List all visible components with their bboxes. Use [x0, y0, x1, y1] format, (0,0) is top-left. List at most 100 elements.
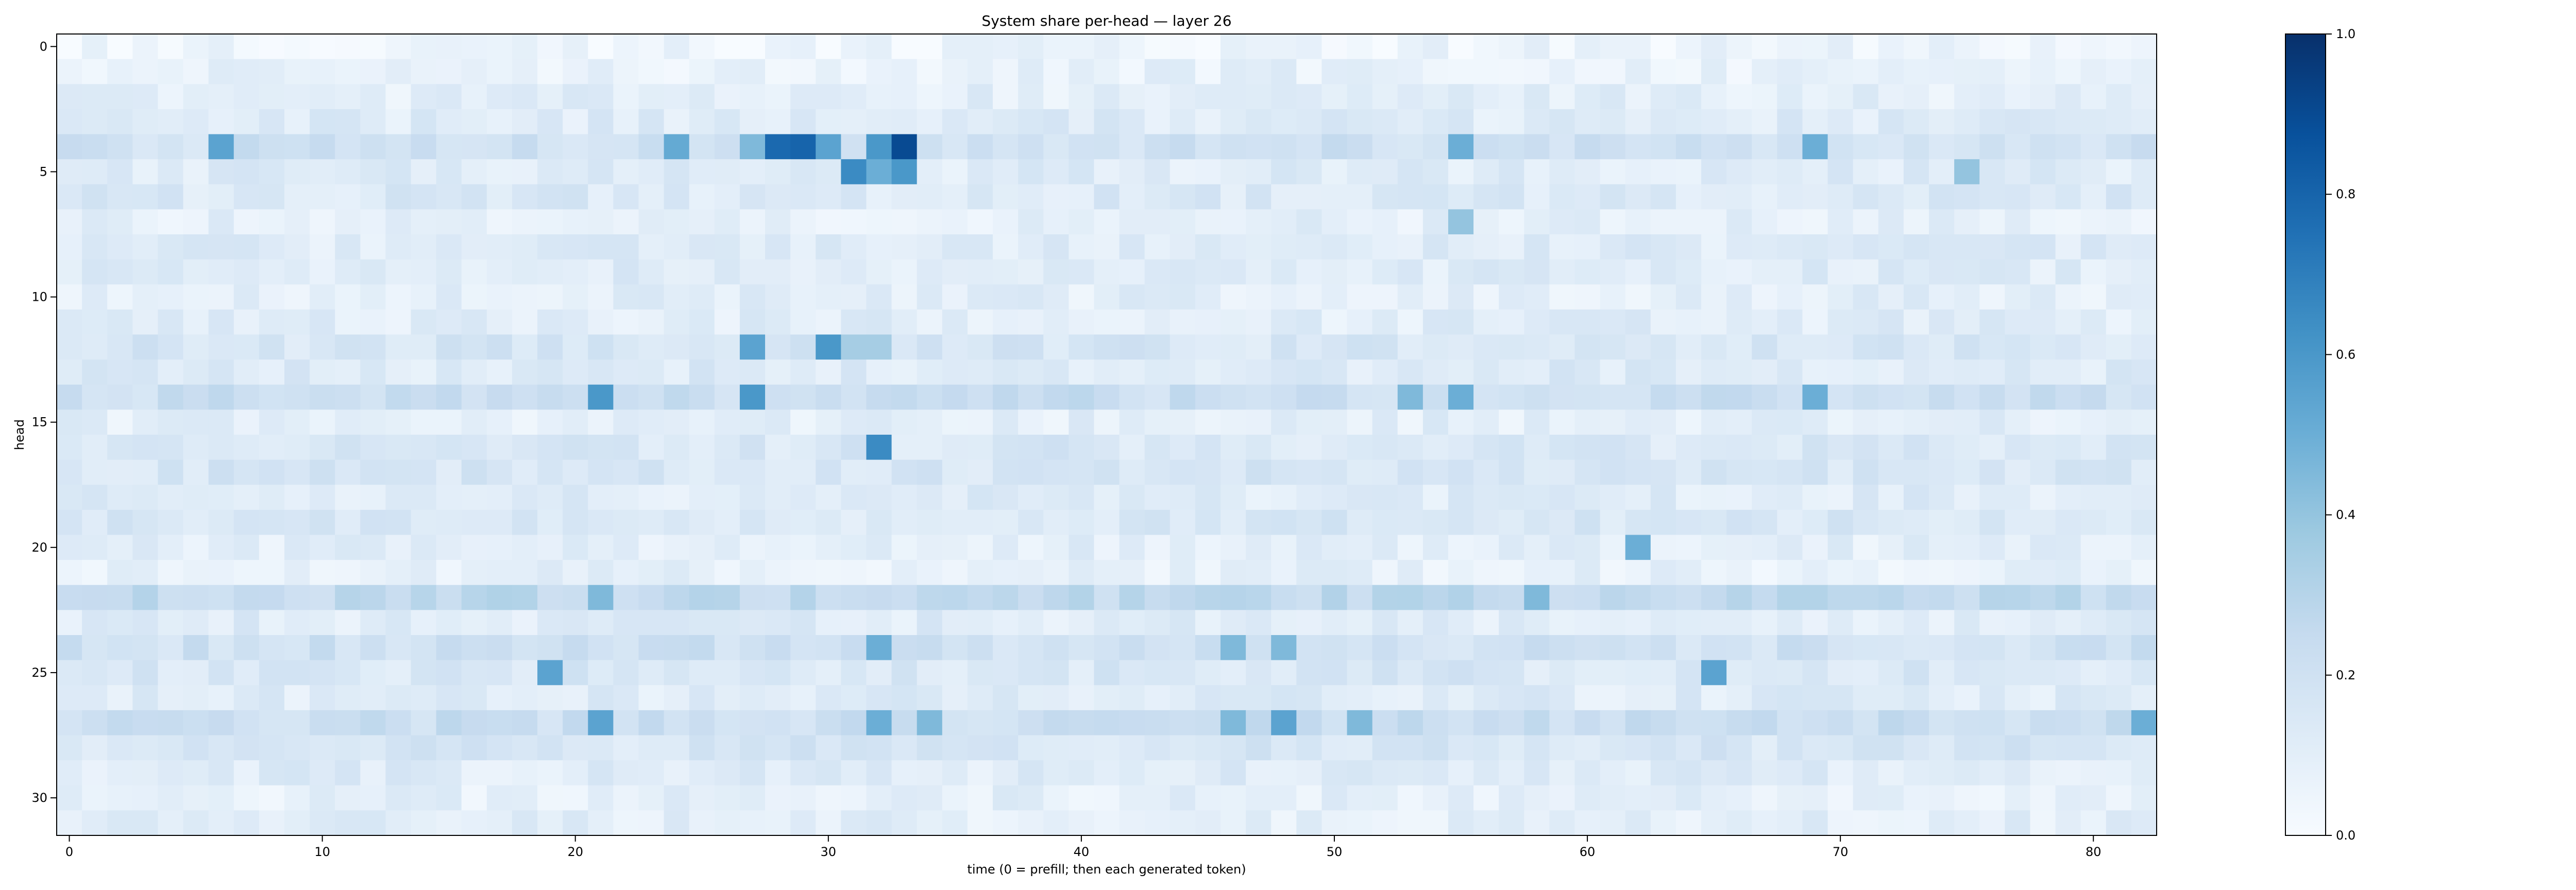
heatmap-cell	[1043, 59, 1069, 84]
heatmap-cell	[1473, 810, 1499, 836]
heatmap-cell	[1726, 635, 1752, 661]
heatmap-cell	[638, 485, 665, 510]
heatmap-cell	[1752, 660, 1777, 686]
heatmap-cell	[310, 735, 335, 761]
heatmap-cell	[1195, 309, 1221, 335]
heatmap-cell	[1549, 459, 1575, 485]
heatmap-cell	[1246, 334, 1272, 360]
heatmap-cell	[1347, 134, 1373, 160]
heatmap-cell	[1675, 785, 1702, 811]
heatmap-cell	[714, 334, 740, 360]
heatmap-cell	[512, 184, 538, 210]
heatmap-cell	[967, 309, 993, 335]
heatmap-cell	[1347, 59, 1373, 84]
heatmap-cell	[993, 34, 1019, 60]
heatmap-cell	[284, 509, 310, 536]
heatmap-cell	[1473, 284, 1499, 310]
heatmap-cell	[917, 259, 943, 285]
heatmap-cell	[233, 284, 260, 310]
heatmap-cell	[1701, 134, 1727, 160]
heatmap-cell	[1144, 409, 1171, 435]
heatmap-cell	[1144, 685, 1171, 711]
heatmap-cell	[613, 309, 639, 335]
heatmap-cell	[486, 109, 513, 135]
heatmap-cell	[1195, 710, 1221, 736]
heatmap-cell	[1903, 760, 1929, 786]
heatmap-cell	[1397, 334, 1423, 360]
heatmap-cell	[1777, 409, 1803, 435]
heatmap-cell	[1220, 259, 1246, 285]
heatmap-cell	[385, 34, 412, 60]
heatmap-cell	[1422, 435, 1449, 460]
heatmap-cell	[563, 34, 588, 60]
heatmap-cell	[1372, 585, 1398, 610]
heatmap-cell	[1473, 459, 1499, 485]
heatmap-cell	[1195, 384, 1221, 410]
heatmap-cell	[1195, 459, 1221, 485]
heatmap-cell	[107, 785, 133, 811]
heatmap-cell	[1296, 610, 1323, 636]
heatmap-cell	[2055, 59, 2081, 84]
heatmap-cell	[1929, 660, 1955, 686]
heatmap-cell	[2005, 610, 2031, 636]
heatmap-cell	[841, 259, 867, 285]
heatmap-cell	[183, 785, 209, 811]
heatmap-cell	[1524, 459, 1550, 485]
heatmap-cell	[1347, 84, 1373, 110]
heatmap-cell	[360, 459, 386, 485]
heatmap-cell	[1650, 810, 1676, 836]
heatmap-cell	[2080, 560, 2107, 586]
heatmap-cell	[1752, 635, 1777, 661]
heatmap-cell	[689, 134, 715, 160]
heatmap-cell	[1296, 34, 1323, 60]
heatmap-cell	[82, 485, 108, 510]
heatmap-cell	[638, 710, 665, 736]
heatmap-cell	[866, 209, 892, 235]
heatmap-cell	[1524, 760, 1550, 786]
heatmap-cell	[82, 660, 108, 686]
heatmap-cell	[1827, 735, 1854, 761]
heatmap-cell	[1929, 509, 1955, 536]
heatmap-cell	[866, 259, 892, 285]
heatmap-cell	[2131, 259, 2157, 285]
heatmap-cell	[765, 84, 791, 110]
heatmap-cell	[1524, 309, 1550, 335]
heatmap-cell	[132, 109, 159, 135]
heatmap-cell	[714, 760, 740, 786]
heatmap-cell	[310, 134, 335, 160]
heatmap-cell	[1802, 585, 1828, 610]
heatmap-cell	[1296, 535, 1323, 560]
heatmap-cell	[1726, 84, 1752, 110]
heatmap-cell	[82, 360, 108, 385]
heatmap-cell	[1903, 109, 1929, 135]
heatmap-cell	[891, 234, 918, 260]
heatmap-cell	[132, 84, 159, 110]
heatmap-cell	[2080, 409, 2107, 435]
heatmap-cell	[1094, 409, 1120, 435]
heatmap-cell	[1979, 535, 2005, 560]
heatmap-cell	[917, 109, 943, 135]
heatmap-cell	[411, 34, 437, 60]
heatmap-cell	[259, 309, 285, 335]
heatmap-cell	[816, 59, 841, 84]
heatmap-cell	[1929, 134, 1955, 160]
heatmap-cell	[866, 309, 892, 335]
heatmap-cell	[1903, 785, 1929, 811]
heatmap-cell	[436, 109, 462, 135]
heatmap-cell	[1220, 735, 1246, 761]
heatmap-cell	[1650, 59, 1676, 84]
heatmap-cell	[1220, 760, 1246, 786]
heatmap-cell	[2005, 34, 2031, 60]
heatmap-cell	[1069, 184, 1095, 210]
heatmap-cell	[436, 509, 462, 536]
heatmap-cell	[638, 209, 665, 235]
heatmap-cell	[689, 509, 715, 536]
heatmap-cell	[385, 485, 412, 510]
heatmap-cell	[1929, 34, 1955, 60]
heatmap-cell	[588, 735, 614, 761]
heatmap-cell	[1422, 284, 1449, 310]
heatmap-cell	[310, 760, 335, 786]
heatmap-cell	[385, 109, 412, 135]
heatmap-cell	[284, 685, 310, 711]
